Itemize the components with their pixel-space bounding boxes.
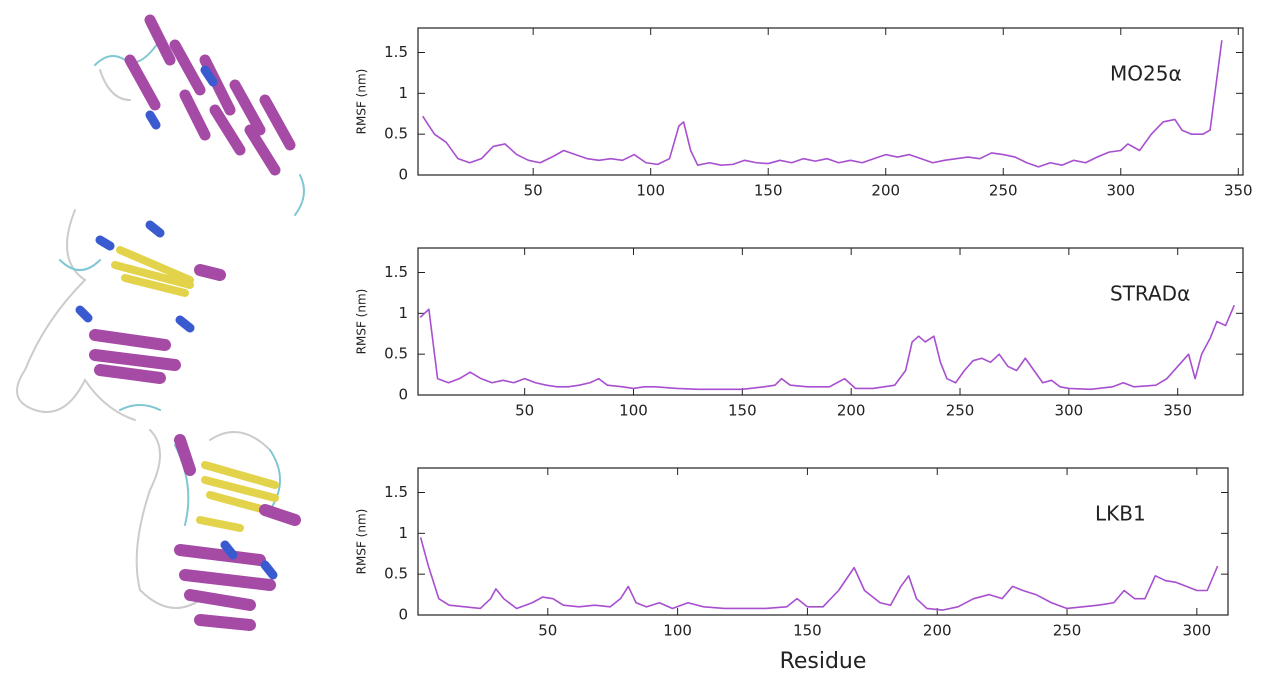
x-tick-label: 100	[619, 402, 648, 420]
y-tick-label: 0	[398, 606, 408, 624]
y-tick-label: 0	[398, 166, 408, 184]
x-tick-label: 150	[728, 402, 757, 420]
y-tick-label: 0.5	[384, 125, 408, 143]
y-tick-label: 0.5	[384, 565, 408, 583]
strad-structure	[16, 209, 226, 421]
protein-label: STRADα	[1110, 282, 1190, 306]
y-tick-label: 0.5	[384, 345, 408, 363]
y-axis-label: RMSF (nm)	[355, 289, 369, 355]
plot-frame	[417, 247, 1244, 396]
x-tick-label: 200	[837, 402, 866, 420]
x-tick-label: 300	[1183, 622, 1212, 640]
x-tick-label: 300	[1106, 182, 1135, 200]
plot-frame	[417, 27, 1244, 176]
y-tick-label: 1.5	[384, 263, 408, 281]
plot-frame	[417, 467, 1229, 616]
x-tick-label: 100	[636, 182, 665, 200]
y-tick-label: 0	[398, 386, 408, 404]
x-tick-label: 200	[871, 182, 900, 200]
y-axis-label: RMSF (nm)	[355, 69, 369, 135]
protein-structures	[16, 14, 305, 631]
y-tick-label: 1.5	[384, 483, 408, 501]
y-tick-label: 1	[398, 304, 408, 322]
y-tick-label: 1.5	[384, 43, 408, 61]
x-tick-label: 150	[754, 182, 783, 200]
x-tick-label: 100	[663, 622, 692, 640]
x-tick-label: 300	[1055, 402, 1084, 420]
x-tick-label: 250	[989, 182, 1018, 200]
x-tick-label: 50	[538, 622, 557, 640]
y-tick-label: 1	[398, 84, 408, 102]
lkb1-structure	[135, 429, 301, 631]
x-tick-label: 50	[524, 182, 543, 200]
rmsf-line	[422, 40, 1223, 168]
x-tick-label: 50	[515, 402, 534, 420]
x-axis-label: Residue	[780, 649, 867, 674]
rmsf-line	[419, 304, 1236, 391]
x-tick-label: 250	[1053, 622, 1082, 640]
x-tick-label: 150	[793, 622, 822, 640]
x-tick-label: 250	[946, 402, 975, 420]
protein-label: LKB1	[1095, 502, 1146, 526]
x-tick-label: 350	[1163, 402, 1192, 420]
x-tick-label: 200	[923, 622, 952, 640]
x-tick-label: 350	[1224, 182, 1253, 200]
protein-label: MO25α	[1110, 62, 1182, 86]
y-axis-label: RMSF (nm)	[355, 509, 369, 575]
mo25-structure	[94, 14, 305, 216]
y-tick-label: 1	[398, 524, 408, 542]
rmsf-line	[419, 537, 1219, 611]
